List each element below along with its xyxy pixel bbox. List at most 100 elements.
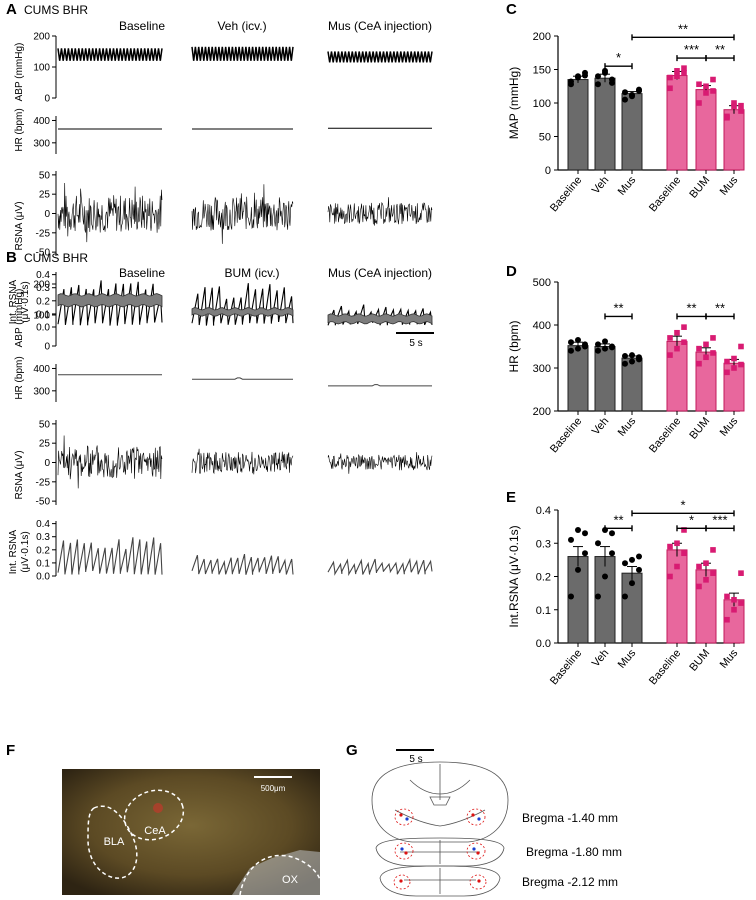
- atlas-cea-right-2: [466, 842, 486, 860]
- panel-c-data-point: [703, 83, 709, 90]
- panel-c-data-point: [696, 100, 702, 106]
- panel-a-rsna-trace: [191, 184, 294, 244]
- panel-c-data-point: [575, 74, 581, 81]
- panel-d-x-tick-label: Mus: [718, 415, 741, 439]
- panel-d-y-tick-label: 300: [533, 363, 551, 375]
- panel-a-rsna-tick-label: -50: [36, 248, 51, 259]
- panel-d-data-point: [710, 335, 716, 341]
- panel-c-data-point: [674, 68, 680, 74]
- panel-d-significance-label: **: [613, 300, 623, 315]
- panel-e-data-point: [568, 593, 574, 600]
- panel-d-data-point: [622, 352, 628, 359]
- panel-d-data-point: [667, 335, 673, 341]
- panel-c-data-point: [710, 76, 716, 83]
- atlas-section-3: [379, 865, 501, 897]
- panel-d-data-point: [681, 339, 687, 345]
- panel-b-int-tick-label: 0.4: [36, 519, 50, 530]
- panel-e-bar: [594, 556, 616, 644]
- photo-scale-label: 500μm: [261, 784, 286, 793]
- panel-c-data-point: [738, 108, 744, 114]
- panel-c-significance-label: **: [678, 21, 688, 36]
- panel-d-y-tick-label: 400: [533, 320, 551, 332]
- panel-b-int-tick-label: 0.3: [36, 532, 50, 543]
- panel-c-data-point: [681, 65, 687, 71]
- panel-d-y-tick-label: 500: [533, 277, 551, 289]
- panel-e-data-point: [724, 593, 730, 600]
- bregma-label-3: Bregma -2.12 mm: [522, 875, 618, 889]
- panel-c-x-tick-label: Veh: [590, 174, 611, 196]
- panel-d-data-point: [710, 350, 716, 356]
- panel-c-data-point: [731, 103, 737, 110]
- panel-e-y-tick-label: 0.0: [536, 638, 551, 650]
- photo-light-region: [232, 850, 320, 895]
- panel-e-data-point: [738, 600, 744, 606]
- panel-c-data-point: [622, 96, 628, 103]
- panel-d-data-point: [674, 345, 680, 352]
- panel-c-significance-label: *: [616, 50, 621, 65]
- label-ox: OX: [282, 874, 299, 886]
- panel-b-rsna-trace: [57, 435, 163, 489]
- panel-e-x-tick-label: Veh: [590, 647, 611, 669]
- panel-a-condition-1: Baseline: [119, 19, 165, 33]
- panel-c-data-point: [710, 88, 716, 94]
- panel-c-data-point: [667, 85, 673, 92]
- panel-c-data-point: [609, 76, 615, 83]
- panel-b-abp-trace: [327, 313, 433, 325]
- panel-b-condition-1: Baseline: [119, 266, 165, 280]
- panel-d-data-point: [724, 369, 730, 376]
- panel-c-data-point: [681, 70, 687, 76]
- label-bla: BLA: [104, 836, 125, 848]
- panel-b-title: CUMS BHR: [24, 251, 88, 265]
- atlas-dot: [399, 813, 403, 817]
- panel-c-data-point: [667, 74, 673, 81]
- panel-d-x-tick-label: Mus: [616, 415, 639, 439]
- panel-a-rsna-tick-label: 25: [39, 190, 51, 201]
- panel-letter-b: B: [6, 249, 17, 266]
- panel-c-x-tick-label: Baseline: [647, 174, 683, 214]
- panel-a-int-tick-label: 0.4: [36, 270, 50, 281]
- atlas-cea-left-3: [393, 874, 411, 890]
- panel-e-data-point: [710, 547, 716, 553]
- panel-d-significance-label: **: [686, 300, 696, 315]
- panel-c-y-tick-label: 100: [533, 98, 551, 110]
- panel-b-scale-label: 5 s: [409, 754, 422, 765]
- panel-e-y-tick-label: 0.4: [536, 505, 551, 517]
- panel-e-data-point: [582, 530, 588, 537]
- injection-site: [153, 803, 163, 813]
- panel-c-data-point: [636, 87, 642, 94]
- panel-b-condition-2: BUM (icv.): [224, 266, 279, 280]
- atlas-cea-left-1: [394, 808, 414, 826]
- panel-e-data-point: [731, 606, 737, 613]
- panel-c-y-tick-label: 50: [539, 132, 551, 144]
- panel-d-x-tick-label: Veh: [590, 415, 611, 437]
- panel-e-data-point: [629, 580, 635, 587]
- panel-a-int-tick-label: 0.3: [36, 283, 50, 294]
- atlas-dot: [472, 847, 476, 851]
- atlas-dot: [399, 879, 403, 883]
- panel-b-hr-trace: [192, 377, 293, 380]
- panel-e-data-point: [582, 550, 588, 557]
- panel-a-int-rsna-trace: [191, 283, 294, 326]
- panel-a-scale-label: 5 s: [409, 338, 422, 349]
- panel-d-bar: [567, 345, 589, 412]
- panel-d-data-point: [575, 345, 581, 352]
- panel-e-y-tick-label: 0.3: [536, 538, 551, 550]
- atlas-section-2: [375, 837, 505, 867]
- panel-d-data-point: [703, 354, 709, 361]
- panel-a-int-tick-label: 0.1: [36, 309, 50, 320]
- panel-e-significance-label: ***: [712, 512, 727, 527]
- panel-c-data-point: [568, 78, 574, 85]
- atlas-dot: [476, 851, 480, 855]
- panel-b-abp-tick-label: 200: [33, 280, 50, 291]
- panel-d-bar: [594, 346, 616, 412]
- panel-e-x-tick-label: Baseline: [548, 647, 584, 687]
- panel-b-abp-trace: [191, 307, 294, 317]
- panel-d-data-point: [629, 352, 635, 359]
- panel-a-abp-label: ABP (mmHg): [14, 43, 25, 102]
- panel-c-y-tick-label: 200: [533, 31, 551, 43]
- panel-b-int-tick-label: 0.2: [36, 545, 50, 556]
- panel-a-condition-2: Veh (icv.): [217, 19, 266, 33]
- panel-e-data-point: [667, 543, 673, 550]
- panel-e-data-point: [595, 593, 601, 600]
- panel-a-abp-trace: [327, 51, 433, 63]
